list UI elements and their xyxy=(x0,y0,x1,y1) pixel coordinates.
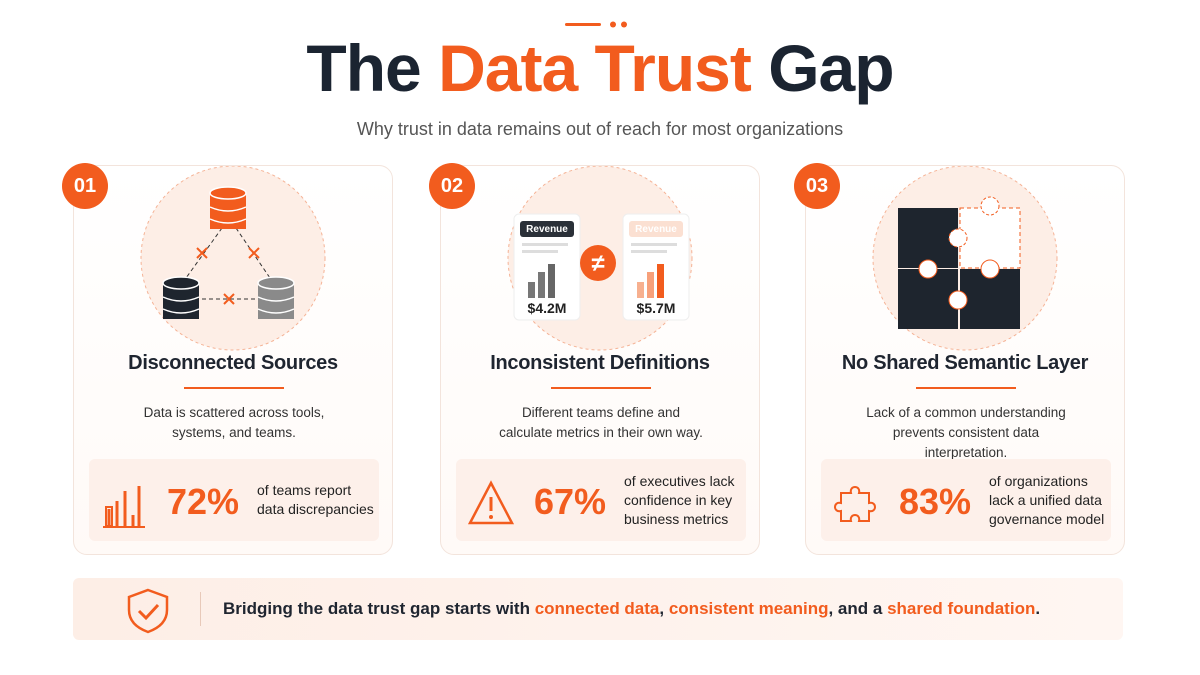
stat-box: 67% of executives lack confidence in key… xyxy=(456,459,746,541)
card-description: Lack of a common understanding prevents … xyxy=(866,405,1066,460)
stat-box: 72% of teams report data discrepancies xyxy=(89,459,379,541)
footer-text-part: Bridging the data trust gap starts with xyxy=(223,599,535,618)
footer-text: Bridging the data trust gap starts with … xyxy=(223,578,1040,640)
title: The Data Trust Gap xyxy=(0,30,1200,106)
footer-banner: Bridging the data trust gap starts with … xyxy=(73,578,1123,640)
metric-value: $4.2M xyxy=(528,300,567,316)
footer-highlight: consistent meaning xyxy=(668,599,829,618)
stat-text: of executives lack confidence in key bus… xyxy=(624,472,735,527)
card-title: Inconsistent Definitions xyxy=(490,352,710,374)
metric-value: $5.7M xyxy=(637,300,676,316)
title-text: The xyxy=(306,31,421,105)
subtitle: Why trust in data remains out of reach f… xyxy=(356,119,844,139)
title-decoration xyxy=(565,21,627,28)
stat-value: 72% xyxy=(167,481,240,522)
shield-icon xyxy=(127,588,169,634)
stat-icon xyxy=(468,480,515,525)
metric-label: Revenue xyxy=(635,224,677,235)
title-highlight: Data Trust xyxy=(438,31,752,105)
footer-highlight: connected data xyxy=(534,599,660,618)
illustration: Revenue $4.2M Revenue $5.7M ≠ xyxy=(507,166,693,351)
stat-box: 83% of organizations lack a unified data… xyxy=(821,459,1111,541)
metric-label: Revenue xyxy=(526,224,568,235)
stat-text: of organizations lack a unified data gov… xyxy=(989,472,1105,527)
stat-value: 67% xyxy=(534,481,607,522)
stat-icon xyxy=(834,486,876,522)
divider xyxy=(200,592,201,626)
not-equal: ≠ xyxy=(591,250,604,277)
card-description: Different teams define and calculate met… xyxy=(499,405,703,440)
stat-value: 83% xyxy=(899,481,972,522)
card-title: Disconnected Sources xyxy=(128,352,338,374)
card: 01 Disconnected Sources Data is scattere… xyxy=(62,163,393,555)
footer-text-part: , xyxy=(659,599,669,618)
card-number: 01 xyxy=(62,163,108,209)
illustration xyxy=(140,166,326,351)
title-text: Gap xyxy=(768,31,894,105)
footer-highlight: shared foundation xyxy=(887,599,1036,618)
footer-text-part: . xyxy=(1035,599,1041,618)
stat-icon xyxy=(103,486,145,528)
underline xyxy=(551,387,651,389)
footer-text-part: , and a xyxy=(828,599,888,618)
card-number: 02 xyxy=(429,163,475,209)
underline xyxy=(916,387,1016,389)
card-title: No Shared Semantic Layer xyxy=(841,352,1089,374)
card: 03 No Shared Semantic Layer Lack of a co… xyxy=(794,163,1125,555)
card-description: Data is scattered across tools, systems,… xyxy=(143,405,325,440)
card-number: 03 xyxy=(794,163,840,209)
stat-text: of teams report data discrepancies xyxy=(257,482,374,517)
card: Revenue $4.2M Revenue $5.7M ≠ 02 Inconsis… xyxy=(429,163,760,555)
illustration xyxy=(872,166,1058,351)
underline xyxy=(184,387,284,389)
